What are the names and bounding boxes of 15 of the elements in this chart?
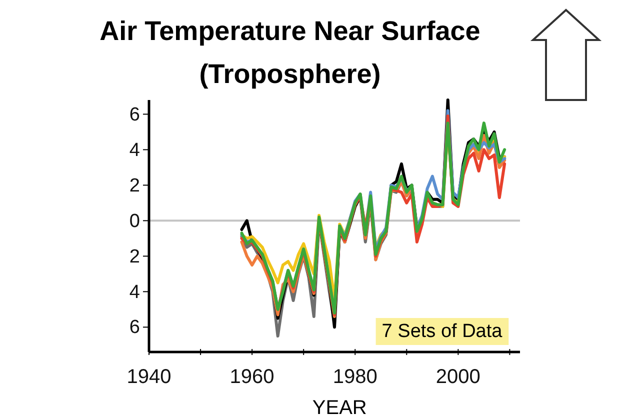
y-tick-label: 0	[129, 210, 140, 232]
x-axis-title: YEAR	[312, 397, 367, 419]
y-tick-label: 2	[129, 246, 140, 268]
y-tick-label: 2	[129, 175, 140, 196]
x-tick-label: 1940	[126, 366, 172, 388]
y-tick-label: 4	[129, 282, 140, 303]
y-tick-label: 6	[129, 104, 140, 126]
x-tick-label: 1960	[230, 366, 274, 388]
y-tick-label: 6	[129, 317, 140, 338]
chart-subtitle: (Troposphere)	[199, 59, 381, 89]
x-tick-label: 1980	[332, 366, 378, 388]
y-tick-label: 4	[129, 140, 140, 161]
x-tick-label: 2000	[436, 366, 480, 388]
chart-title: Air Temperature Near Surface	[100, 16, 480, 46]
annotation: 7 Sets of Data	[382, 321, 503, 342]
